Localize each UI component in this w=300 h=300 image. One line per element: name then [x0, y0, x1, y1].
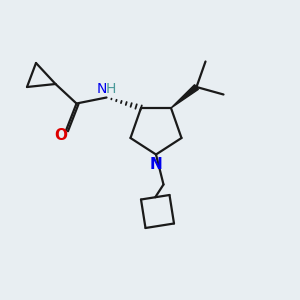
Text: H: H	[105, 82, 116, 96]
Text: O: O	[54, 128, 67, 143]
Text: N: N	[97, 82, 107, 96]
Text: N: N	[150, 157, 162, 172]
Polygon shape	[171, 85, 198, 108]
